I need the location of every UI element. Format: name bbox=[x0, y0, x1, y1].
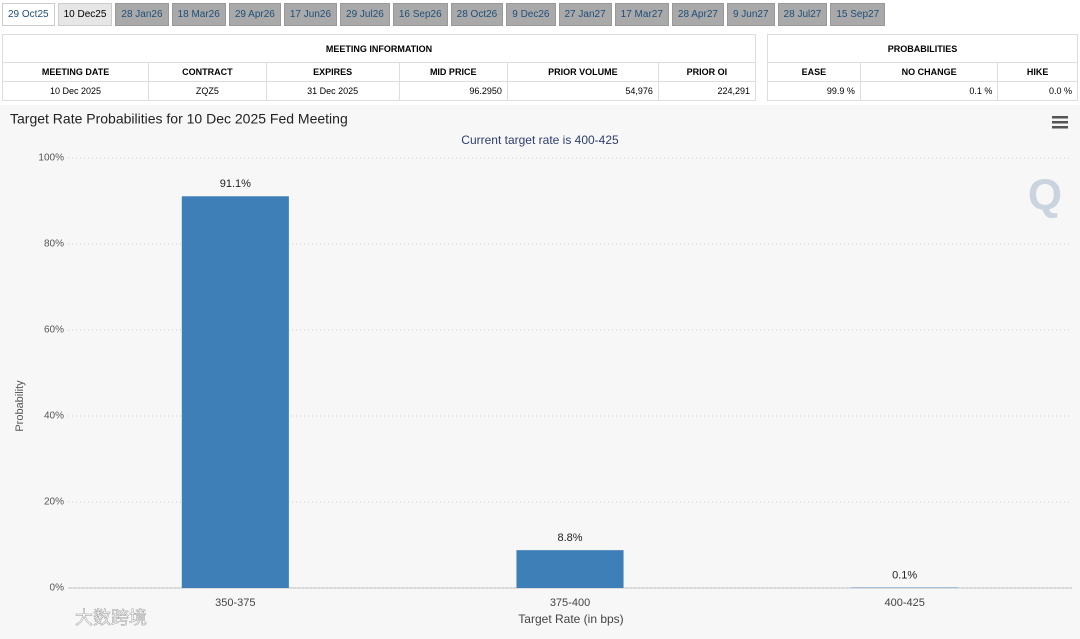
y-tick-label: 20% bbox=[44, 497, 64, 508]
y-tick-label: 100% bbox=[38, 153, 64, 164]
tab[interactable]: 27 Jan27 bbox=[558, 3, 612, 26]
menu-bar[interactable] bbox=[1052, 126, 1068, 129]
column-header: HIKE bbox=[997, 62, 1078, 82]
tab[interactable]: 17 Jun26 bbox=[283, 3, 338, 26]
tab[interactable]: 15 Sep27 bbox=[830, 3, 886, 26]
cell: 31 Dec 2025 bbox=[265, 81, 400, 101]
x-tick-label: 375-400 bbox=[550, 597, 590, 609]
chart: Target Rate Probabilities for 10 Dec 202… bbox=[0, 105, 1080, 639]
y-axis-title: Probability bbox=[14, 380, 26, 432]
chart-subtitle: Current target rate is 400-425 bbox=[461, 133, 619, 147]
data-label: 91.1% bbox=[220, 178, 251, 190]
cell: 96.2950 bbox=[398, 81, 508, 101]
tab[interactable]: 28 Jan26 bbox=[115, 3, 169, 26]
column-header: EASE bbox=[767, 62, 861, 82]
meeting-table: MEETING INFORMATION MEETING DATE CONTRACT E… bbox=[1, 34, 757, 101]
y-tick-label: 80% bbox=[44, 239, 64, 250]
menu-bar[interactable] bbox=[1052, 121, 1068, 124]
bar bbox=[181, 196, 289, 588]
data-row: 99.9 % 0.1 % 0.0 % bbox=[767, 81, 1078, 101]
chart-background bbox=[0, 105, 1080, 639]
table-title: MEETING INFORMATION bbox=[2, 34, 756, 63]
header-row: EASE NO CHANGE HIKE bbox=[767, 62, 1078, 82]
y-tick-label: 40% bbox=[44, 411, 64, 422]
data-label: 8.8% bbox=[557, 532, 582, 544]
y-tick-label: 60% bbox=[44, 325, 64, 336]
data-label: 0.1% bbox=[892, 569, 917, 581]
logo: Q bbox=[1028, 171, 1062, 220]
column-header: PRIOR OI bbox=[657, 62, 757, 82]
y-tick-label: 0% bbox=[50, 583, 65, 594]
title-row: PROBABILITIES bbox=[767, 34, 1078, 63]
tab[interactable]: 18 Mar26 bbox=[171, 3, 226, 26]
x-tick-label: 350-375 bbox=[215, 597, 255, 609]
cell: 0.1 % bbox=[859, 81, 999, 101]
menu-bar[interactable] bbox=[1052, 116, 1068, 119]
tab[interactable]: 29 Jul26 bbox=[340, 3, 390, 26]
tab[interactable]: 28 Jul27 bbox=[777, 3, 828, 26]
header-row: MEETING DATE CONTRACT EXPIRES MID PRICE PRIO… bbox=[1, 62, 757, 82]
tab[interactable]: 29 Apr26 bbox=[228, 3, 281, 26]
watermark: 大数跨境 bbox=[75, 608, 147, 628]
column-header: EXPIRES bbox=[265, 62, 400, 82]
data-row: 10 Dec 2025 ZQZ5 31 Dec 2025 96.2950 54,976 2… bbox=[1, 81, 757, 101]
chart-title: Target Rate Probabilities for 10 Dec 202… bbox=[10, 111, 348, 127]
tab[interactable]: 17 Mar27 bbox=[614, 3, 669, 26]
tab[interactable]: 28 Oct26 bbox=[450, 3, 504, 26]
cell: 54,976 bbox=[506, 81, 659, 101]
tab[interactable]: 16 Sep26 bbox=[392, 3, 448, 26]
tab[interactable]: 10 Dec25 bbox=[57, 3, 113, 26]
table-title: PROBABILITIES bbox=[767, 34, 1078, 63]
tab[interactable]: 28 Apr27 bbox=[671, 3, 724, 26]
column-header: MID PRICE bbox=[398, 62, 508, 82]
x-tick-label: 400-425 bbox=[884, 597, 924, 609]
menu-button[interactable] bbox=[1052, 116, 1068, 129]
title-row: MEETING INFORMATION bbox=[2, 34, 756, 63]
column-header: PRIOR VOLUME bbox=[506, 62, 659, 82]
cell: ZQZ5 bbox=[148, 81, 267, 101]
cell: 224,291 bbox=[657, 81, 757, 101]
tab-bar: 29 Oct25 10 Dec25 28 Jan26 18 Mar26 29 Apr26… bbox=[2, 3, 886, 26]
cell: 99.9 % bbox=[767, 81, 861, 101]
tab[interactable]: 9 Dec26 bbox=[506, 3, 556, 26]
cell: 10 Dec 2025 bbox=[1, 81, 150, 101]
tab[interactable]: 29 Oct25 bbox=[2, 3, 55, 26]
x-axis-title: Target Rate (in bps) bbox=[518, 612, 623, 626]
cell: 0.0 % bbox=[997, 81, 1078, 101]
probabilities-table: PROBABILITIES EASE NO CHANGE HIKE 99.9 % 0.1 … bbox=[767, 34, 1078, 101]
column-header: MEETING DATE bbox=[1, 62, 150, 82]
bar bbox=[516, 550, 624, 588]
tab[interactable]: 9 Jun27 bbox=[726, 3, 775, 26]
column-header: NO CHANGE bbox=[859, 62, 999, 82]
column-header: CONTRACT bbox=[148, 62, 267, 82]
